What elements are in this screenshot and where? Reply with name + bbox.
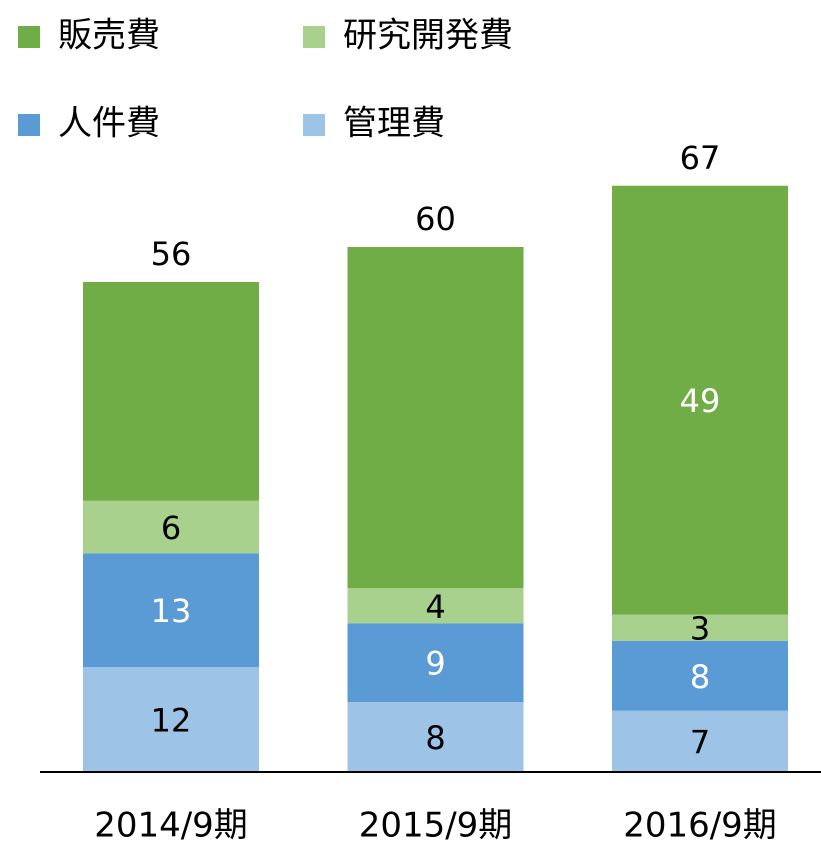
data-label: 3 [690, 610, 710, 648]
legend-label: 人件費 [58, 104, 160, 144]
data-label: 7 [690, 723, 710, 761]
legend-label: 管理費 [343, 104, 445, 144]
bar-segment [347, 623, 524, 702]
data-label: 49 [680, 382, 721, 420]
total-label: 56 [151, 235, 192, 273]
total-label: 67 [680, 139, 721, 177]
data-label: 8 [425, 719, 445, 757]
legend-swatch [18, 26, 40, 48]
legend-swatch [303, 26, 325, 48]
legend-swatch [18, 114, 40, 136]
legend-swatch [303, 114, 325, 136]
bar-segment [612, 710, 788, 772]
data-label: 6 [161, 509, 181, 547]
data-label: 12 [151, 702, 192, 740]
data-label: 8 [690, 658, 710, 696]
x-tick-label: 2014/9期 [94, 806, 248, 846]
legend-label: 販売費 [58, 16, 160, 56]
data-label: 9 [425, 645, 445, 683]
legend-label: 研究開発費 [343, 16, 513, 56]
bar-segment [347, 702, 524, 772]
bar-segment [83, 553, 259, 667]
x-tick-label: 2016/9期 [623, 806, 777, 846]
total-label: 60 [415, 200, 456, 238]
bar-segment [83, 282, 259, 501]
bar-segment [347, 247, 524, 589]
bar-segment [612, 185, 788, 615]
data-label: 4 [425, 588, 445, 626]
x-tick-label: 2015/9期 [359, 806, 513, 846]
bar-segment [83, 667, 259, 772]
bar-segment [347, 588, 524, 624]
bar-segment [83, 500, 259, 554]
bar-segment [612, 614, 788, 641]
data-label: 13 [151, 592, 192, 630]
bar-segment [612, 640, 788, 711]
